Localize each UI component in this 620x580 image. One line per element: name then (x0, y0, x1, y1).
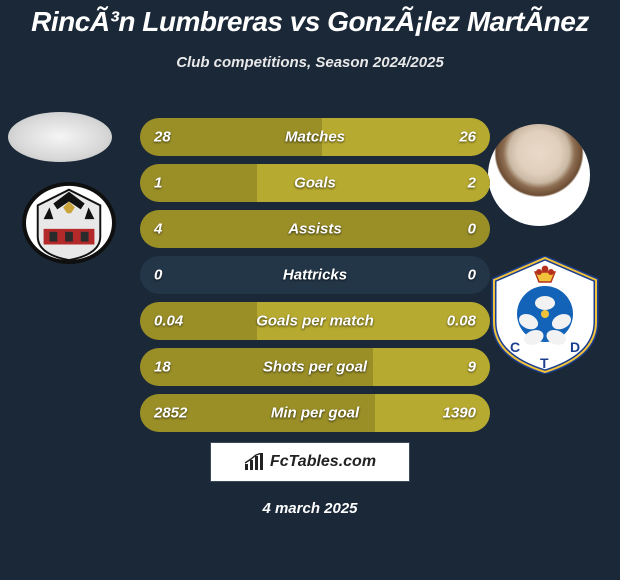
brand-text: FcTables.com (270, 453, 376, 471)
stat-value-right: 1390 (443, 405, 476, 422)
stat-label: Goals (294, 175, 336, 192)
page-title: RincÃ³n Lumbreras vs GonzÃ¡lez MartÃ­nez (0, 0, 620, 38)
player-right-avatar (488, 124, 590, 226)
stat-label: Min per goal (271, 405, 359, 422)
brand-box[interactable]: FcTables.com (210, 442, 410, 482)
stat-value-left: 0 (154, 267, 162, 284)
stat-row: 2852 1390 Min per goal (140, 394, 490, 432)
stat-label: Matches (285, 129, 345, 146)
club-crest-left (20, 180, 118, 266)
stat-value-right: 9 (468, 359, 476, 376)
stat-label: Shots per goal (263, 359, 367, 376)
stat-value-right: 0.08 (447, 313, 476, 330)
stat-value-left: 0.04 (154, 313, 183, 330)
stat-label: Assists (288, 221, 341, 238)
svg-text:D: D (570, 339, 580, 355)
stat-value-left: 1 (154, 175, 162, 192)
stat-value-left: 18 (154, 359, 171, 376)
player-left-avatar (8, 112, 112, 162)
stat-value-left: 4 (154, 221, 162, 238)
stat-row: 0 0 Hattricks (140, 256, 490, 294)
stat-value-left: 2852 (154, 405, 187, 422)
stat-label: Goals per match (256, 313, 374, 330)
stat-value-right: 2 (468, 175, 476, 192)
stat-row: 18 9 Shots per goal (140, 348, 490, 386)
bar-chart-icon (244, 453, 264, 471)
stat-row: 1 2 Goals (140, 164, 490, 202)
bar-right (257, 164, 490, 202)
stat-value-right: 0 (468, 267, 476, 284)
stat-label: Hattricks (283, 267, 347, 284)
stat-row: 28 26 Matches (140, 118, 490, 156)
svg-text:T: T (540, 355, 549, 371)
stat-value-right: 26 (459, 129, 476, 146)
stats-table: 28 26 Matches 1 2 Goals 4 0 Assists 0 0 Hattricks 0.… (140, 118, 490, 440)
date-line: 4 march 2025 (0, 500, 620, 517)
stat-row: 4 0 Assists (140, 210, 490, 248)
stat-value-right: 0 (468, 221, 476, 238)
svg-text:C: C (510, 339, 520, 355)
subtitle: Club competitions, Season 2024/2025 (0, 54, 620, 71)
stat-row: 0.04 0.08 Goals per match (140, 302, 490, 340)
club-crest-right: C D T (488, 256, 602, 374)
stat-value-left: 28 (154, 129, 171, 146)
